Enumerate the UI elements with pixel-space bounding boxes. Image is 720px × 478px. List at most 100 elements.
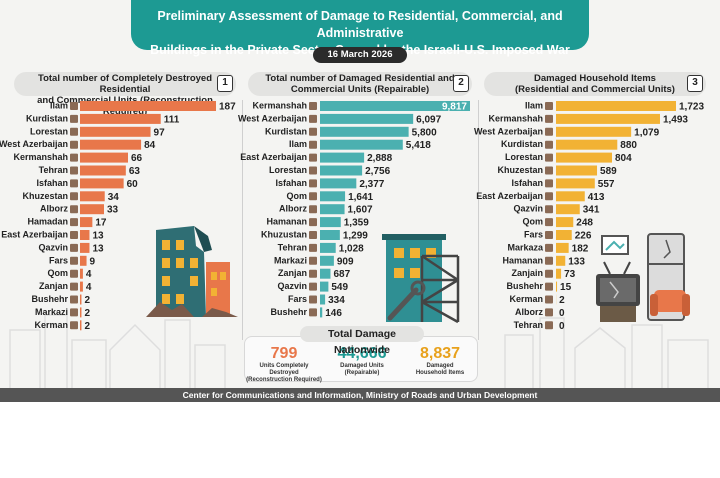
bar: [80, 230, 90, 240]
value-label: 909: [337, 256, 354, 267]
row-icon: [309, 243, 317, 252]
row-icon: [309, 282, 317, 291]
bar: [80, 281, 83, 292]
row-icon: [70, 114, 78, 123]
totals-title: Total Damage Nationwide: [300, 326, 424, 356]
totals-box: 799 Units Completely Destroyed (Reconstr…: [244, 336, 478, 383]
panel-2-header: Total number of Damaged Residential and …: [248, 72, 472, 96]
category-label: West Azerbaijan: [238, 113, 307, 123]
row-icon: [545, 102, 553, 110]
value-label: 34: [108, 192, 120, 203]
category-label: Ilam: [525, 101, 543, 111]
panel-2-title-line-2: Commercial Units (Repairable): [290, 84, 430, 95]
value-label: 2,756: [365, 166, 390, 177]
bar: [320, 268, 331, 279]
row-icon: [545, 218, 553, 227]
row-icon: [545, 256, 553, 265]
value-label: 13: [92, 243, 104, 254]
panel-3-header: Damaged Household Items (Residential and…: [484, 72, 706, 96]
bar: [556, 101, 676, 111]
bar: [320, 165, 363, 176]
bar: [556, 139, 618, 150]
category-label: Lorestan: [269, 165, 307, 175]
damaged-building-illustration: [382, 234, 460, 324]
row-icon: [309, 256, 317, 265]
bar: [320, 152, 365, 163]
row-icon: [70, 179, 78, 188]
category-label: Kermanshah: [13, 152, 68, 162]
value-label: 73: [564, 269, 576, 280]
category-label: Hamanan: [502, 255, 543, 265]
category-label: Qazvin: [38, 242, 68, 252]
total-household-caption-1: Damaged: [426, 363, 454, 369]
row-icon: [545, 114, 553, 123]
value-label: 248: [576, 218, 593, 229]
category-label: Hamanan: [266, 217, 307, 227]
bar: [80, 255, 87, 266]
category-label: Alborz: [279, 204, 307, 214]
panel-1-header: Total number of Completely Destroyed Res…: [14, 72, 236, 117]
category-label: East Azerbaijan: [240, 152, 307, 162]
value-label: 5,800: [412, 127, 437, 138]
value-label: 0: [559, 308, 565, 319]
bar: [320, 230, 340, 240]
value-label: 334: [328, 295, 345, 306]
bar: [320, 191, 346, 202]
bar: [320, 178, 357, 189]
category-label: Lorestan: [30, 126, 68, 136]
category-label: Fars: [49, 255, 68, 265]
city-skyline-background: [9, 314, 709, 390]
value-label: 187: [219, 102, 236, 113]
value-label: 1,028: [339, 243, 364, 254]
category-label: Tehran: [514, 320, 543, 330]
infographic-card: Preliminary Assessment of Damage to Resi…: [0, 0, 720, 390]
value-label: 9,817: [442, 102, 467, 113]
category-label: Qazvin: [277, 281, 307, 291]
bar-charts: Ilam 187 Kurdistan 111 Lorestan 97 West Azerba…: [0, 101, 704, 332]
category-label: Bushehr: [31, 294, 68, 304]
row-icon: [309, 114, 317, 123]
row-icon: [70, 205, 78, 214]
row-icon: [545, 153, 553, 162]
date-pill: 16 March 2026: [313, 47, 407, 63]
value-label: 1,299: [343, 231, 368, 242]
value-label: 66: [131, 153, 143, 164]
category-label: Ilam: [289, 139, 307, 149]
panel-2-badge: 2: [453, 75, 469, 92]
row-icon: [545, 192, 553, 201]
row-icon: [545, 127, 553, 136]
row-icon: [545, 282, 553, 291]
panel-2-title-line-1: Total number of Damaged Residential and: [265, 73, 455, 84]
value-label: 15: [560, 282, 572, 293]
category-label: Zanjan: [39, 281, 68, 291]
panel-3-title-line-1: Damaged Household Items: [534, 73, 656, 84]
row-icon: [309, 205, 317, 214]
value-label: 9: [90, 256, 96, 267]
bar: [80, 320, 82, 331]
bar: [556, 242, 569, 253]
panel-3-title-line-2: (Residential and Commercial Units): [515, 84, 675, 95]
row-icon: [70, 256, 78, 265]
panel-1-title-line-1: Total number of Completely Destroyed Res…: [37, 73, 212, 95]
row-icon: [70, 231, 78, 239]
row-icon: [309, 140, 317, 149]
value-label: 880: [620, 140, 637, 151]
row-icon: [545, 295, 553, 304]
bar: [556, 152, 612, 163]
bar: [320, 204, 345, 215]
value-label: 1,079: [634, 127, 659, 138]
value-label: 341: [583, 205, 600, 216]
bar: [320, 242, 336, 253]
value-label: 6,097: [416, 114, 441, 125]
bar: [556, 126, 632, 137]
row-icon: [545, 308, 553, 317]
value-label: 133: [568, 256, 585, 267]
total-damaged-caption-2: (Repairable): [344, 370, 380, 376]
row-icon: [70, 321, 78, 330]
total-destroyed-caption-2: (Reconstruction Required): [246, 377, 322, 383]
bar: [320, 281, 329, 292]
total-household-caption-2: Household Items: [415, 370, 465, 376]
value-label: 1,607: [348, 205, 373, 216]
bar: [556, 191, 585, 202]
value-label: 2: [559, 295, 565, 306]
